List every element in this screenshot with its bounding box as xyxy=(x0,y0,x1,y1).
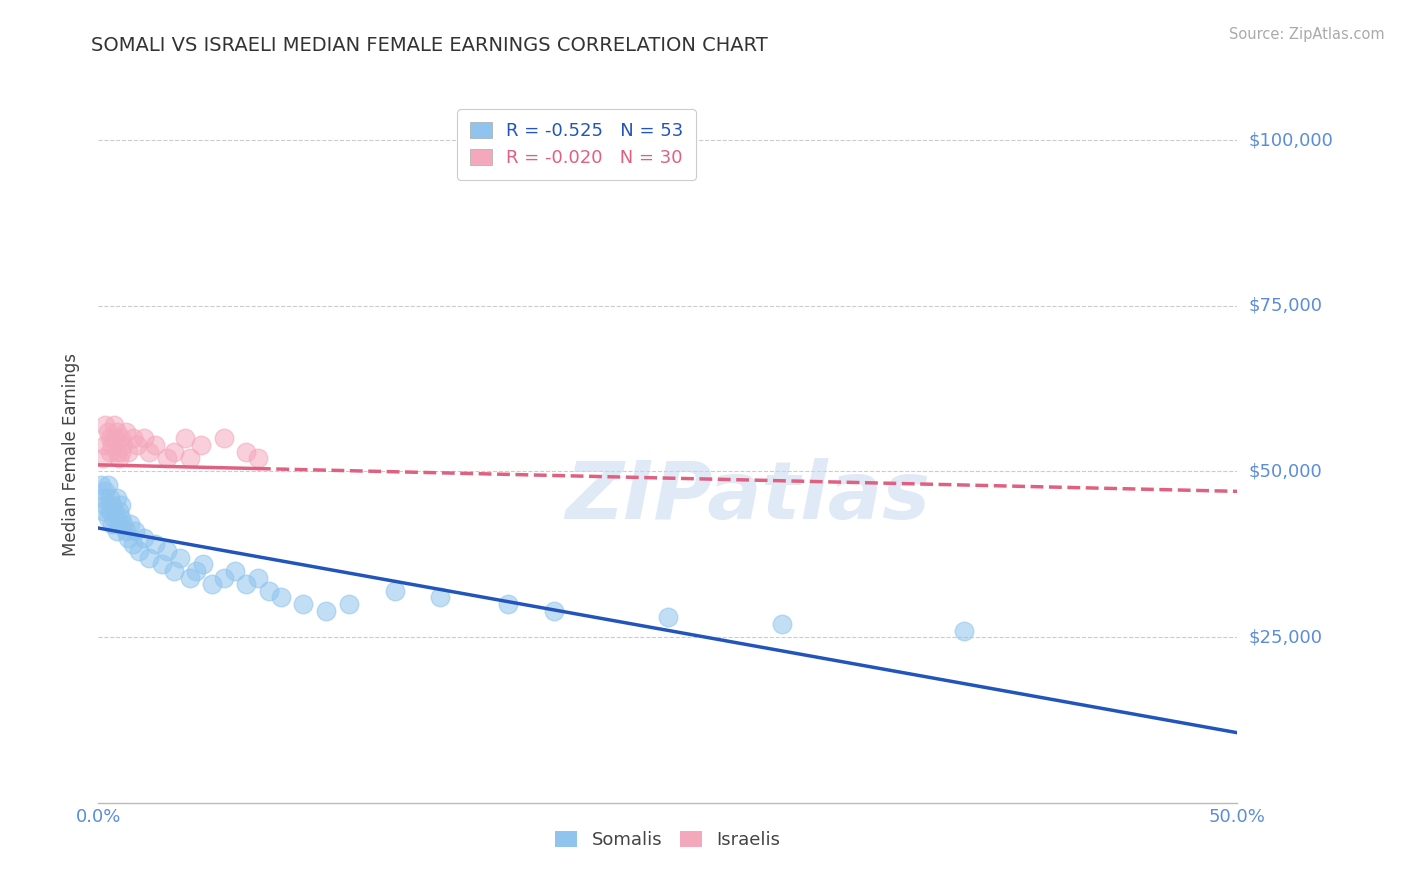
Point xyxy=(169,550,191,565)
Point xyxy=(315,604,337,618)
Point xyxy=(101,498,124,512)
Point xyxy=(117,444,139,458)
Point xyxy=(94,418,117,433)
Point xyxy=(90,477,112,491)
Point xyxy=(110,444,132,458)
Text: $100,000: $100,000 xyxy=(1249,131,1333,149)
Point xyxy=(498,597,520,611)
Point xyxy=(112,438,135,452)
Point xyxy=(132,431,155,445)
Point xyxy=(101,517,124,532)
Point xyxy=(112,517,135,532)
Point xyxy=(121,431,143,445)
Point xyxy=(132,531,155,545)
Point xyxy=(117,531,139,545)
Point xyxy=(94,498,117,512)
Point xyxy=(145,438,167,452)
Point xyxy=(953,624,976,638)
Point xyxy=(98,491,121,505)
Point xyxy=(292,597,315,611)
Point xyxy=(110,511,132,525)
Point xyxy=(190,438,212,452)
Point xyxy=(657,610,679,624)
Point xyxy=(193,558,215,572)
Point xyxy=(246,451,269,466)
Point xyxy=(105,524,128,538)
Point xyxy=(235,577,257,591)
Point xyxy=(103,504,125,518)
Point xyxy=(96,425,118,439)
Point xyxy=(103,431,125,445)
Point xyxy=(162,444,184,458)
Point xyxy=(179,570,201,584)
Legend: Somalis, Israelis: Somalis, Israelis xyxy=(548,823,787,856)
Point xyxy=(108,517,131,532)
Point xyxy=(103,418,125,433)
Point xyxy=(127,438,149,452)
Text: Source: ZipAtlas.com: Source: ZipAtlas.com xyxy=(1229,27,1385,42)
Point xyxy=(94,438,117,452)
Point xyxy=(91,491,114,505)
Point xyxy=(96,477,118,491)
Point xyxy=(179,451,201,466)
Text: $50,000: $50,000 xyxy=(1249,462,1323,481)
Point xyxy=(246,570,269,584)
Point xyxy=(150,558,173,572)
Point xyxy=(110,431,132,445)
Point xyxy=(156,451,179,466)
Point xyxy=(91,504,114,518)
Text: ZIPatlas: ZIPatlas xyxy=(565,458,931,536)
Point xyxy=(201,577,224,591)
Point xyxy=(259,583,281,598)
Point xyxy=(101,438,124,452)
Point xyxy=(98,504,121,518)
Point xyxy=(124,524,146,538)
Point xyxy=(94,484,117,499)
Text: SOMALI VS ISRAELI MEDIAN FEMALE EARNINGS CORRELATION CHART: SOMALI VS ISRAELI MEDIAN FEMALE EARNINGS… xyxy=(91,36,768,54)
Point xyxy=(98,431,121,445)
Point xyxy=(212,431,235,445)
Point xyxy=(156,544,179,558)
Point xyxy=(105,425,128,439)
Point xyxy=(110,498,132,512)
Point xyxy=(105,491,128,505)
Point xyxy=(105,444,128,458)
Point xyxy=(108,504,131,518)
Y-axis label: Median Female Earnings: Median Female Earnings xyxy=(62,353,80,557)
Text: $25,000: $25,000 xyxy=(1249,628,1323,646)
Point xyxy=(128,544,150,558)
Point xyxy=(91,451,114,466)
Point xyxy=(174,431,197,445)
Point xyxy=(543,604,565,618)
Point xyxy=(270,591,292,605)
Point xyxy=(96,511,118,525)
Point xyxy=(114,524,136,538)
Point xyxy=(121,537,143,551)
Point xyxy=(235,444,257,458)
Point xyxy=(103,511,125,525)
Point xyxy=(384,583,406,598)
Text: $75,000: $75,000 xyxy=(1249,297,1323,315)
Point xyxy=(770,616,793,631)
Point xyxy=(186,564,208,578)
Point xyxy=(429,591,451,605)
Point xyxy=(145,537,167,551)
Point xyxy=(224,564,246,578)
Point xyxy=(98,444,121,458)
Point xyxy=(337,597,360,611)
Point xyxy=(138,550,160,565)
Point xyxy=(108,451,131,466)
Point xyxy=(162,564,184,578)
Point xyxy=(120,517,142,532)
Point xyxy=(212,570,235,584)
Point xyxy=(114,425,136,439)
Point xyxy=(138,444,160,458)
